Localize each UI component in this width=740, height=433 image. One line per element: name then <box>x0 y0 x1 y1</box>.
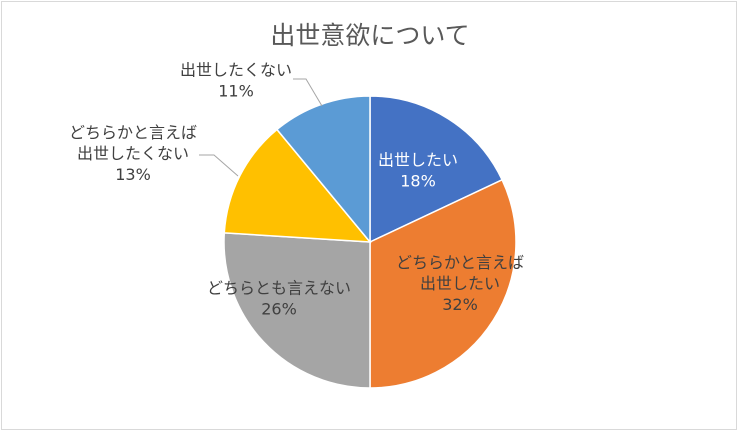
pie-slice-1 <box>369 95 504 244</box>
leader-line-4 <box>199 154 239 177</box>
data-label-3: どちらとも言えない 26% <box>207 279 351 319</box>
data-label-2: どちらかと言えば出世したい 32% <box>396 253 524 314</box>
data-label-5: 出世したくない 11% <box>180 61 292 101</box>
pie-slice-3 <box>223 232 371 389</box>
leader-line-5 <box>293 78 323 107</box>
pie-slices <box>223 95 517 389</box>
chart-title: 出世意欲について <box>270 21 469 50</box>
leader-lines <box>199 78 323 177</box>
pie-slice-2 <box>369 178 517 389</box>
pie-slice-4 <box>223 128 372 243</box>
data-label-1: 出世したい 18% <box>378 151 458 191</box>
data-label-4: どちらかと言えば出世したくない 13% <box>69 123 197 184</box>
data-labels: 出世したい 18% どちらかと言えば出世したい 32% どちらとも言えない 26% どちらか… <box>69 61 524 319</box>
pie-slice-5 <box>275 95 371 245</box>
